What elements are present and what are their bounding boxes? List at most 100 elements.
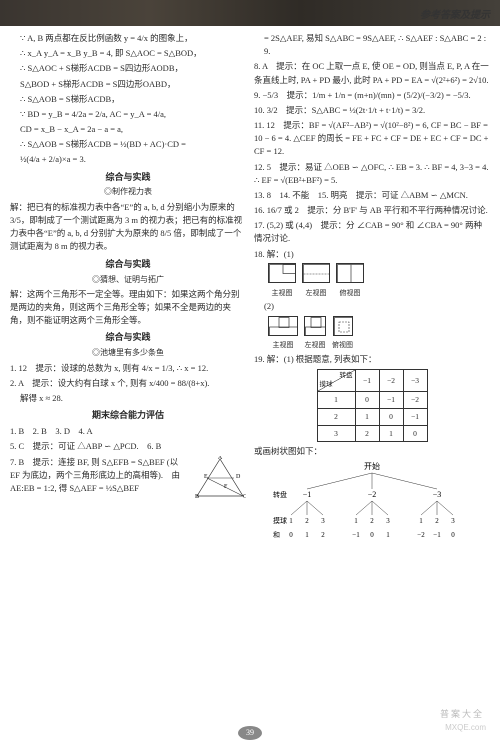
cell: 0 <box>355 392 379 409</box>
answer-line: 解得 x ≈ 28. <box>10 392 246 405</box>
watermark: 普案大全 <box>440 707 484 720</box>
answer-line: 11. 12 提示：BF = √(AF²−AB²) = √(10²−8²) = … <box>254 119 490 159</box>
section-title: 综合与实践 <box>10 171 246 185</box>
views-row-2: 主视图 左视图 俯视图 <box>268 316 490 352</box>
cell: 1 <box>355 409 379 426</box>
answer-line: 13. 8 14. 不能 15. 明亮 提示：可证 △ABM ∽ △MCN. <box>254 189 490 202</box>
svg-text:摸球: 摸球 <box>273 516 287 525</box>
answer-line: 8. A 提示：在 OC 上取一点 E, 使 OE = OD, 则当点 E, P… <box>254 60 490 86</box>
text-line: ∵ BD = y_B = 4/2a = 2/a, AC = y_A = 4/a, <box>10 108 246 121</box>
text-line: ½(4/a + 2/a)×a = 3. <box>10 153 246 166</box>
page-content: ∵ A, B 两点都在反比例函数 y = 4/x 的图象上， ∴ x_A y_A… <box>0 26 500 541</box>
svg-text:1: 1 <box>354 517 358 525</box>
svg-text:1: 1 <box>289 517 293 525</box>
answer-line: 1. B 2. B 3. D 4. A <box>10 425 246 438</box>
page-number: 39 <box>238 726 262 740</box>
view-label: 主视图 <box>268 288 296 299</box>
cell: −2 <box>403 392 427 409</box>
col-header: −1 <box>355 370 379 392</box>
right-column: = 2S△AEF, 易知 S△ABC = 9S△AEF, ∴ S△AEF : S… <box>254 32 490 541</box>
view-top: 俯视图 <box>332 316 353 352</box>
text-line: ∵ A, B 两点都在反比例函数 y = 4/x 的图象上， <box>10 32 246 45</box>
svg-text:−1: −1 <box>433 531 441 539</box>
col-header: −3 <box>403 370 427 392</box>
svg-text:2: 2 <box>370 517 374 525</box>
watermark-url: MXQE.com <box>445 723 486 732</box>
cell: −1 <box>403 409 427 426</box>
answer-line: 17. (5,2) 或 (4,4) 提示：分 ∠CAB = 90° 和 ∠CBA… <box>254 219 490 245</box>
row-header: 1 <box>317 392 355 409</box>
section-title: 综合与实践 <box>10 258 246 272</box>
section-title: 期末综合能力评估 <box>10 409 246 423</box>
row-header: 2 <box>317 409 355 426</box>
row-header: 3 <box>317 425 355 442</box>
svg-text:2: 2 <box>305 517 309 525</box>
answer-label: (2) <box>254 300 490 313</box>
svg-text:和: 和 <box>273 530 280 539</box>
text-line: ∴ S△AOC + S梯形ACDB = S四边形AODB， <box>10 62 246 75</box>
cell: 0 <box>379 409 403 426</box>
svg-text:2: 2 <box>321 531 325 539</box>
answer-line: 12. 5 提示：易证 △OEB ∽ △OFC, ∴ EB = 3. ∴ BF … <box>254 161 490 187</box>
table-row: 2 1 0 −1 <box>317 409 427 426</box>
tree-diagram: 开始 转盘 −1 −2 −3 摸球 1 2 3 1 2 3 <box>254 461 490 541</box>
cell: 1 <box>379 425 403 442</box>
answer-line: 2. A 提示：设大约有白球 x 个, 则有 x/400 = 88/(8+x). <box>10 377 246 390</box>
svg-text:0: 0 <box>370 531 374 539</box>
answer-line: 1. 12 提示：设球的总数为 x, 则有 4/x = 1/3, ∴ x = 1… <box>10 362 246 375</box>
header-band: 参考答案及提示 <box>0 0 500 26</box>
svg-text:E: E <box>204 474 208 480</box>
svg-text:3: 3 <box>386 517 390 525</box>
svg-text:A: A <box>218 456 223 461</box>
table-row: 3 2 1 0 <box>317 425 427 442</box>
text-line: = 2S△AEF, 易知 S△ABC = 9S△AEF, ∴ S△AEF : S… <box>254 32 490 58</box>
answer-line: 16. 16/7 或 2 提示：分 B'F' 与 AB 平行和不平行两种情况讨论… <box>254 204 490 217</box>
header-title: 参考答案及提示 <box>420 6 490 21</box>
text-line: ∴ S△AOB = S梯形ACDB， <box>10 93 246 106</box>
text-line: S△BOD + S梯形ACDB = S四边形OABD， <box>10 78 246 91</box>
svg-text:−3: −3 <box>433 490 442 499</box>
svg-text:−1: −1 <box>352 531 360 539</box>
paragraph: 解：把已有的标准视力表中各“E”的 a, b, d 分别缩小为原来的 3/5，即… <box>10 201 246 254</box>
svg-text:1: 1 <box>305 531 309 539</box>
svg-text:−1: −1 <box>303 490 312 499</box>
section-subtitle: ◎猜想、证明与拓广 <box>10 274 246 286</box>
svg-text:1: 1 <box>419 517 423 525</box>
view-main: 主视图 <box>268 263 296 299</box>
answer-line: 9. −5/3 提示：1/m + 1/n = (m+n)/(mn) = (5/2… <box>254 89 490 102</box>
table-row: 1 0 −1 −2 <box>317 392 427 409</box>
answer-label: 18. 解：(1) <box>254 248 490 261</box>
cell: 2 <box>355 425 379 442</box>
view-label: 左视图 <box>304 340 326 351</box>
col-header: −2 <box>379 370 403 392</box>
svg-text:−2: −2 <box>368 490 377 499</box>
views-row-1: 主视图 左视图 俯视图 <box>268 263 490 299</box>
svg-text:1: 1 <box>386 531 390 539</box>
view-left: 左视图 <box>302 263 330 299</box>
svg-text:转盘: 转盘 <box>273 490 287 499</box>
cell: −1 <box>379 392 403 409</box>
svg-text:开始: 开始 <box>364 461 380 471</box>
section-title: 综合与实践 <box>10 331 246 345</box>
svg-text:0: 0 <box>289 531 293 539</box>
text-line: ∴ S△AOB = S梯形ACDB = ½(BD + AC)·CD = <box>10 138 246 151</box>
tree-label: 或画树状图如下： <box>254 445 490 458</box>
text-line: CD = x_B − x_A = 2a − a = a, <box>10 123 246 136</box>
view-label: 左视图 <box>302 288 330 299</box>
view-label: 俯视图 <box>336 288 364 299</box>
cell: 0 <box>403 425 427 442</box>
view-main: 主视图 <box>268 316 298 352</box>
left-column: ∵ A, B 两点都在反比例函数 y = 4/x 的图象上， ∴ x_A y_A… <box>10 32 246 541</box>
svg-text:D: D <box>236 474 241 480</box>
svg-text:F: F <box>224 484 228 490</box>
answer-line: 10. 3/2 提示：S△ABC = ½(2t·1/t + t·1/t) = 3… <box>254 104 490 117</box>
svg-text:3: 3 <box>321 517 325 525</box>
text-line: ∴ x_A y_A = x_B y_B = 4, 即 S△AOC = S△BOD… <box>10 47 246 60</box>
view-left: 左视图 <box>304 316 326 352</box>
triangle-figure: A B C E D F <box>194 456 246 500</box>
section-subtitle: ◎池塘里有多少条鱼 <box>10 347 246 359</box>
probability-table: 转盘 摸球 −1 −2 −3 1 0 −1 −2 2 1 0 −1 3 <box>317 369 428 442</box>
svg-text:2: 2 <box>435 517 439 525</box>
table-corner: 转盘 摸球 <box>317 370 355 392</box>
svg-text:B: B <box>195 494 199 500</box>
